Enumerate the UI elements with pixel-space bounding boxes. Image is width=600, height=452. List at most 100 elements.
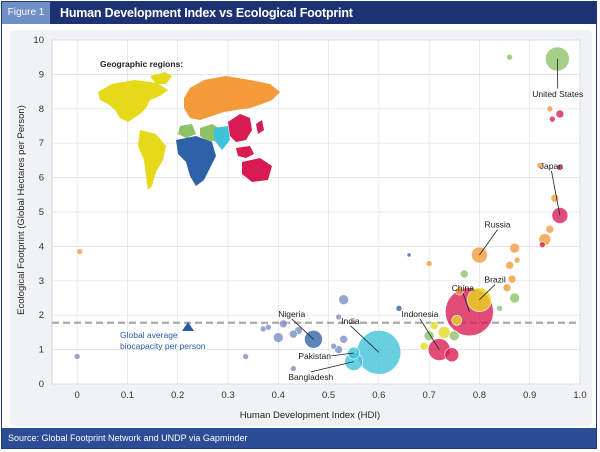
data-point <box>448 330 460 342</box>
x-tick-label: 0.4 <box>272 390 285 401</box>
figure-title: Human Development Index vs Ecological Fo… <box>60 6 353 20</box>
data-point <box>460 269 469 279</box>
x-tick-label: 0.9 <box>523 390 536 401</box>
figure-header: Figure 1 Human Development Index vs Ecol… <box>2 2 596 24</box>
x-tick-label: 0.7 <box>423 390 436 401</box>
region-greenland <box>150 72 172 84</box>
y-tick-label: 9 <box>39 69 44 80</box>
data-point <box>549 115 556 123</box>
region-europe-russia <box>184 76 280 120</box>
region-australia <box>242 158 272 182</box>
data-point <box>509 242 520 254</box>
data-point <box>334 345 343 354</box>
x-tick-label: 0.8 <box>473 390 486 401</box>
y-tick-label: 4 <box>39 241 44 252</box>
x-tick-label: 0.3 <box>221 390 234 401</box>
annotation-leader-line <box>419 318 440 350</box>
data-point <box>272 332 284 343</box>
region-southeast-asia <box>236 146 254 158</box>
annotation-label: Bangladesh <box>288 372 333 382</box>
data-point <box>406 252 412 258</box>
biocapacity-marker-icon <box>182 322 194 331</box>
data-point <box>546 105 554 113</box>
region-japan <box>256 120 264 134</box>
y-tick-label: 6 <box>39 173 44 184</box>
data-point <box>555 109 565 119</box>
data-point <box>502 283 512 292</box>
data-point <box>496 305 503 312</box>
data-point <box>507 274 517 284</box>
data-point <box>429 321 439 330</box>
map-legend-title: Geographic regions: <box>100 59 183 69</box>
y-axis-title: Ecological Footprint (Global Hectares pe… <box>16 105 27 315</box>
data-point <box>536 162 544 169</box>
region-europe-west <box>178 124 196 138</box>
region-south-asia <box>214 126 230 150</box>
x-tick-label: 0.1 <box>121 390 134 401</box>
data-point <box>550 193 560 203</box>
y-tick-label: 0 <box>39 379 44 390</box>
region-south-america <box>138 130 166 190</box>
data-point <box>423 330 435 342</box>
data-point <box>545 224 555 234</box>
data-point <box>505 261 514 270</box>
x-tick-label: 0.6 <box>372 390 385 401</box>
data-point <box>506 53 513 61</box>
data-point <box>330 342 337 350</box>
region-north-america <box>98 80 168 122</box>
annotation-leader-line <box>551 170 561 216</box>
data-point <box>556 163 564 171</box>
annotation-label: Russia <box>484 219 510 229</box>
annotation-leader-line <box>479 284 496 301</box>
axis-layer: Human Development Index (HDI) Ecological… <box>16 35 587 421</box>
source-footer: Source: Global Footprint Network and UND… <box>2 428 596 448</box>
x-tick-label: 0.5 <box>322 390 335 401</box>
data-point <box>76 248 83 255</box>
data-point <box>259 325 267 333</box>
data-point <box>339 334 348 344</box>
annotation-label: India <box>341 316 360 326</box>
annotation-label: Japan <box>540 161 563 171</box>
annotation-label: Indonesia <box>401 309 438 319</box>
data-point <box>290 365 297 372</box>
x-tick-label: 0.2 <box>171 390 184 401</box>
y-tick-label: 3 <box>39 276 44 287</box>
annotation-leader-line <box>331 352 354 357</box>
map-legend: Geographic regions: <box>98 59 280 190</box>
data-point <box>451 315 463 326</box>
x-tick-label: 0 <box>74 390 79 401</box>
data-point <box>509 292 520 304</box>
data-point <box>419 341 429 351</box>
biocapacity-label-line1: Global average <box>120 330 178 340</box>
data-point <box>444 347 460 363</box>
data-point <box>242 353 249 360</box>
annotation-leader-line <box>310 361 354 373</box>
annotations-layer: United States Japan Russia Brazil China Indon… <box>278 58 583 382</box>
x-axis-title: Human Development Index (HDI) <box>240 410 380 421</box>
data-point <box>538 241 546 248</box>
data-point <box>455 286 464 296</box>
annotation-leader-line <box>350 325 380 353</box>
annotation-leader-line <box>291 318 314 340</box>
data-point <box>513 256 521 264</box>
y-tick-label: 5 <box>39 207 44 218</box>
data-point <box>395 305 403 312</box>
y-tick-label: 7 <box>39 138 44 149</box>
annotation-label: United States <box>532 89 583 99</box>
y-tick-label: 10 <box>33 35 44 46</box>
biocapacity-label: Global average biocapacity per person <box>120 322 206 351</box>
annotation-label: Nigeria <box>278 309 305 319</box>
annotation-leader-line <box>479 229 498 256</box>
biocapacity-label-line2: biocapacity per person <box>120 341 206 351</box>
region-africa <box>176 136 216 186</box>
data-point <box>289 329 298 339</box>
figure-label: Figure 1 <box>2 2 50 24</box>
annotation-label: China <box>452 283 474 293</box>
data-point <box>73 353 81 360</box>
annotation-label: Brazil <box>484 275 505 285</box>
data-point <box>338 294 349 306</box>
data-point <box>437 326 451 339</box>
y-tick-label: 1 <box>39 345 44 356</box>
data-point <box>425 260 433 267</box>
